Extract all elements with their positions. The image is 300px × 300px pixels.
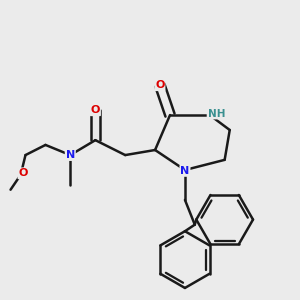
- Text: O: O: [155, 80, 164, 90]
- Text: NH: NH: [208, 109, 225, 118]
- Text: O: O: [18, 168, 28, 178]
- Text: N: N: [66, 150, 75, 160]
- Text: N: N: [180, 166, 190, 176]
- Text: O: O: [91, 105, 100, 115]
